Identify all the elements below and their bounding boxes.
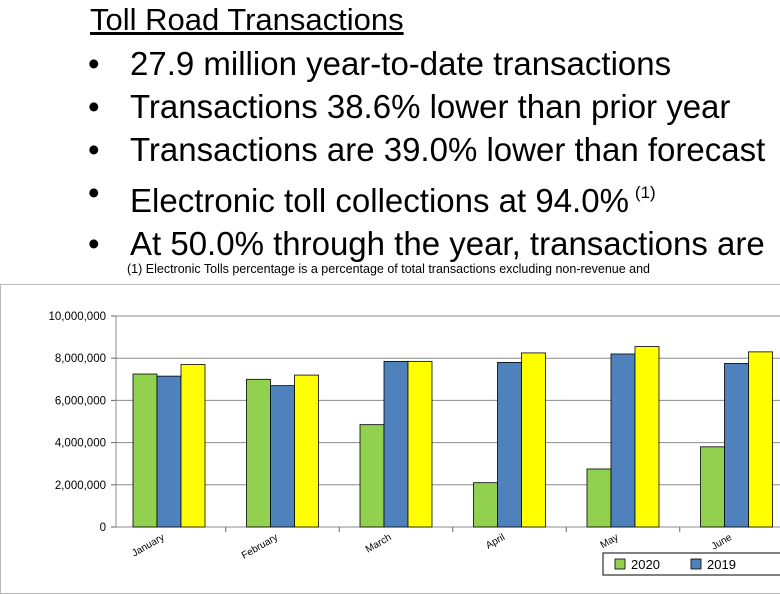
bar bbox=[132, 373, 158, 528]
bullet-glyph: • bbox=[88, 225, 100, 262]
x-tick-label: April bbox=[484, 532, 507, 552]
legend-swatch bbox=[614, 558, 626, 570]
y-tick-label: 2,000,000 bbox=[55, 480, 106, 492]
bullet-item: • 27.9 million year-to-date transactions bbox=[88, 42, 765, 85]
bar bbox=[700, 446, 725, 528]
bar bbox=[473, 482, 498, 528]
bullet-text: Transactions 38.6% lower than prior year bbox=[130, 88, 731, 125]
y-tick-label: 6,000,000 bbox=[55, 395, 106, 407]
bar bbox=[156, 375, 182, 528]
y-tick-label: 8,000,000 bbox=[55, 353, 106, 365]
bar bbox=[246, 378, 271, 528]
legend-label: 2020 bbox=[631, 557, 660, 572]
bullet-item: • Transactions 38.6% lower than prior yea… bbox=[88, 85, 765, 128]
bullet-text: Transactions are 39.0% lower than foreca… bbox=[130, 131, 766, 168]
bullet-glyph: • bbox=[88, 88, 100, 125]
slide-title: Toll Road Transactions bbox=[90, 2, 404, 37]
bullet-glyph: • bbox=[88, 45, 100, 82]
bar bbox=[359, 424, 385, 528]
y-tick-label: 4,000,000 bbox=[55, 438, 106, 450]
bar bbox=[294, 374, 319, 528]
plot-area bbox=[115, 315, 780, 528]
x-tick-label: June bbox=[710, 532, 735, 553]
x-tick-label: May bbox=[599, 532, 621, 551]
x-tick-label: February bbox=[240, 532, 280, 562]
bullet-text: Electronic toll collections at 94.0% bbox=[130, 182, 629, 219]
bar bbox=[521, 352, 546, 528]
bullet-glyph: • bbox=[88, 174, 100, 211]
bullet-text: At 50.0% through the year, transactions … bbox=[130, 225, 765, 262]
y-tick-label: 10,000,000 bbox=[48, 311, 106, 323]
bullet-item: • At 50.0% through the year, transactions… bbox=[88, 222, 765, 265]
bar bbox=[180, 364, 206, 528]
bar bbox=[724, 363, 749, 528]
x-tick-label: March bbox=[364, 532, 394, 555]
bar bbox=[610, 353, 636, 528]
bar bbox=[383, 360, 409, 528]
x-tick-label: January bbox=[130, 532, 166, 559]
y-tick-label: 0 bbox=[100, 522, 106, 534]
footnote-marker: (1) bbox=[634, 183, 656, 202]
bullet-glyph: • bbox=[88, 131, 100, 168]
bar bbox=[407, 360, 433, 528]
bullet-item: • Electronic toll collections at 94.0% (1) bbox=[88, 171, 765, 222]
bar bbox=[497, 362, 522, 528]
bar bbox=[634, 346, 660, 528]
legend-label: 2019 bbox=[707, 557, 736, 572]
legend-swatch bbox=[690, 558, 702, 570]
bullet-item: • Transactions are 39.0% lower than forec… bbox=[88, 128, 765, 171]
footnote: (1) Electronic Tolls percentage is a per… bbox=[127, 262, 650, 276]
bullet-list: • 27.9 million year-to-date transactions … bbox=[88, 42, 765, 265]
bullet-text: 27.9 million year-to-date transactions bbox=[130, 45, 672, 82]
bar bbox=[748, 351, 773, 528]
bar bbox=[586, 468, 612, 528]
bar bbox=[270, 385, 295, 528]
